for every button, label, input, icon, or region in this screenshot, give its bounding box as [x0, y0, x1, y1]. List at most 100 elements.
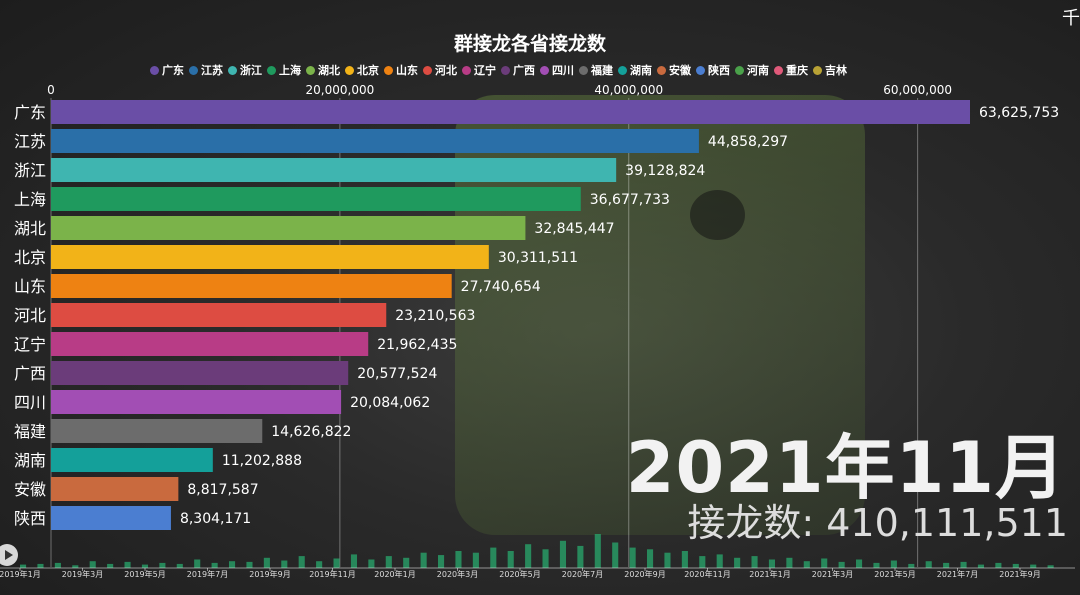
legend-item[interactable]: 浙江	[228, 62, 262, 78]
legend-swatch	[345, 65, 354, 75]
legend-label: 河北	[435, 64, 457, 77]
play-button[interactable]	[0, 544, 18, 566]
legend-label: 吉林	[825, 64, 847, 77]
timeline-activity-bar	[37, 563, 44, 568]
legend-item[interactable]: 山东	[384, 62, 418, 78]
legend-item[interactable]: 河北	[423, 62, 457, 78]
legend-swatch	[657, 65, 666, 75]
current-period: 2021年11月	[625, 427, 1066, 509]
legend-item[interactable]: 福建	[579, 62, 613, 78]
legend-item[interactable]: 湖南	[618, 62, 652, 78]
category-label: 安徽	[14, 480, 46, 499]
legend-swatch	[540, 65, 549, 75]
legend-item[interactable]: 四川	[540, 62, 574, 78]
timeline-label: 2021年3月	[812, 569, 853, 579]
timeline-activity-bar	[159, 562, 166, 568]
legend-label: 北京	[357, 64, 379, 77]
category-label: 福建	[14, 422, 46, 441]
chart-title: 群接龙各省接龙数	[453, 33, 606, 55]
legend-item[interactable]: 湖北	[306, 62, 340, 78]
category-label: 湖北	[14, 219, 46, 238]
bar-广东	[51, 100, 970, 124]
legend-item[interactable]: 陕西	[696, 62, 730, 78]
timeline-activity-bar	[734, 557, 741, 568]
legend-label: 山东	[396, 64, 418, 77]
bar-广西	[51, 361, 349, 385]
timeline-label: 2021年9月	[999, 569, 1040, 579]
legend-swatch	[579, 65, 588, 75]
legend-item[interactable]: 吉林	[813, 62, 847, 78]
timeline-label: 2020年9月	[624, 569, 665, 579]
bar-湖南	[51, 448, 213, 472]
x-tick-label: 20,000,000	[306, 83, 375, 97]
category-label: 四川	[14, 393, 46, 412]
value-label: 36,677,733	[590, 192, 670, 208]
legend-item[interactable]: 重庆	[774, 62, 808, 78]
bar-河北	[51, 303, 387, 327]
legend-label: 福建	[591, 64, 613, 77]
legend-item[interactable]: 广东	[150, 62, 184, 78]
bar-福建	[51, 419, 263, 443]
timeline-activity-bar	[977, 564, 985, 568]
legend-swatch	[150, 65, 159, 75]
value-label: 11,202,888	[222, 453, 302, 469]
timeline-activity-bar	[455, 551, 462, 568]
category-label: 广西	[14, 364, 46, 383]
total-count: 接龙数: 410,111,511	[687, 501, 1068, 545]
background-decoration-hole	[690, 190, 745, 240]
timeline-activity-bar	[107, 563, 114, 568]
timeline-activity-bar	[594, 534, 601, 568]
legend-item[interactable]: 河南	[735, 62, 769, 78]
legend-item[interactable]: 上海	[267, 62, 301, 78]
value-label: 20,084,062	[350, 395, 430, 411]
timeline-activity-bar	[1030, 564, 1037, 568]
timeline-activity-bar	[525, 544, 532, 568]
legend-item[interactable]: 江苏	[189, 62, 223, 78]
timeline-label: 2020年5月	[499, 569, 540, 579]
category-label: 广东	[14, 103, 46, 122]
timeline-label: 2021年1月	[749, 569, 790, 579]
corner-logo: 千	[1062, 8, 1080, 29]
x-tick-label: 60,000,000	[883, 83, 952, 97]
category-label: 上海	[14, 190, 46, 209]
legend-swatch	[618, 65, 627, 75]
bar-辽宁	[51, 332, 369, 356]
timeline-activity-bar	[838, 561, 845, 568]
timeline-activity-bar	[507, 551, 514, 568]
timeline-activity-bar	[72, 565, 79, 568]
legend-label: 重庆	[786, 64, 808, 77]
timeline-activity-bar	[403, 557, 410, 568]
legend-label: 辽宁	[474, 64, 496, 77]
timeline-label: 2019年3月	[62, 569, 103, 579]
timeline-activity-bar	[821, 558, 828, 568]
bar-浙江	[51, 158, 617, 182]
timeline-activity-bar	[333, 558, 340, 568]
timeline-label: 2019年5月	[124, 569, 165, 579]
timeline-activity-bar	[438, 555, 445, 568]
legend-swatch	[384, 65, 393, 75]
category-label: 湖南	[14, 451, 46, 470]
play-icon	[4, 550, 13, 560]
legend-item[interactable]: 辽宁	[462, 62, 496, 78]
value-label: 8,817,587	[187, 482, 258, 498]
timeline-label: 2019年11月	[309, 569, 356, 579]
timeline-activity-bar	[943, 562, 950, 568]
chart-legend: 广东 江苏 浙江 上海 湖北 北京 山东 河北 辽宁 广西 四川 福建 湖南 安徽 陕西 河南 重庆 吉林	[150, 62, 847, 78]
category-label: 山东	[14, 277, 46, 296]
value-label: 30,311,511	[498, 250, 578, 266]
timeline-label: 2021年5月	[874, 569, 915, 579]
legend-label: 河南	[747, 64, 769, 77]
legend-item[interactable]: 北京	[345, 62, 379, 78]
legend-item[interactable]: 安徽	[657, 62, 691, 78]
timeline-activity-bar	[699, 556, 706, 568]
timeline-label: 2021年7月	[937, 569, 978, 579]
legend-swatch	[306, 65, 315, 75]
legend-label: 湖北	[318, 64, 340, 77]
timeline-activity-bar	[1047, 565, 1054, 568]
timeline-activity-bar	[542, 549, 549, 568]
timeline-activity-bar	[281, 560, 288, 568]
timeline-activity-bar	[786, 557, 793, 568]
timeline-activity-bar	[176, 563, 183, 568]
legend-item[interactable]: 广西	[501, 62, 535, 78]
timeline-label: 2019年1月	[0, 569, 41, 579]
